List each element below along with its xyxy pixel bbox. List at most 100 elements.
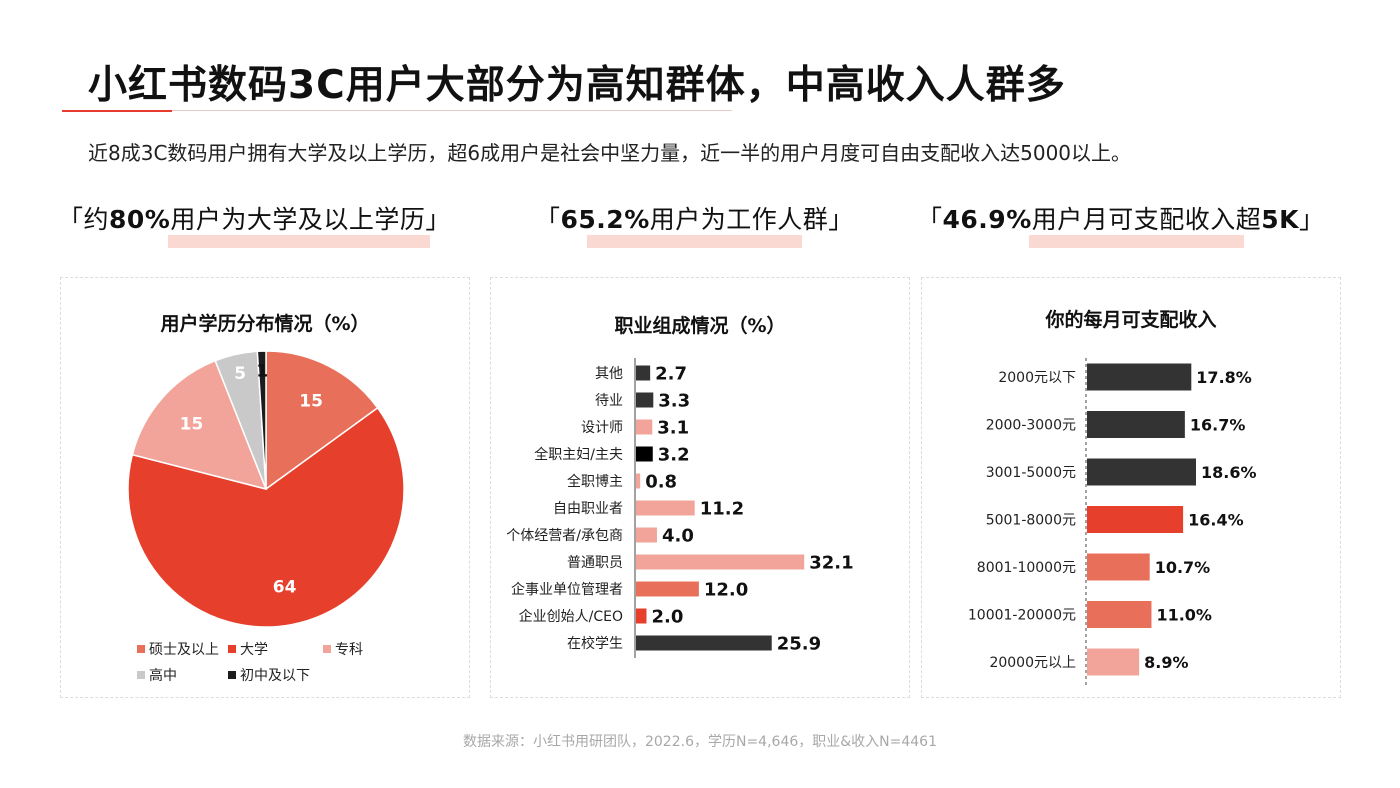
highlight-prefix: 「约	[58, 205, 110, 234]
category-label-6: 个体经营者/承包商	[506, 528, 623, 544]
bar-7	[636, 554, 805, 570]
data-label-6: 8.9%	[1144, 653, 1188, 672]
bar-4	[636, 473, 641, 489]
category-label-7: 普通职员	[567, 555, 623, 571]
bar-3	[1087, 506, 1184, 533]
highlight-suffix: 用户月可支配收入超	[1031, 205, 1262, 234]
data-label-0: 2.7	[655, 363, 687, 384]
legend-swatch-4	[228, 671, 236, 679]
pie-slice-1	[127, 406, 405, 628]
highlight-income: 「46.9%用户月可支配收入超5K」	[917, 200, 1325, 250]
highlight-underline	[168, 235, 430, 248]
highlight-value: 80%	[109, 205, 171, 234]
category-label-0: 2000元以下	[998, 370, 1076, 386]
bar-6	[636, 527, 657, 543]
data-label-0: 17.8%	[1196, 368, 1252, 387]
legend-label-2: 专科	[335, 642, 363, 658]
page-title: 小红书数码3C用户大部分为高知群体，中高收入人群多	[88, 63, 1066, 108]
bar-5	[1087, 601, 1152, 628]
bar-2	[636, 419, 653, 435]
bar-9	[636, 608, 647, 624]
data-label-1: 3.3	[658, 390, 690, 411]
pie-label-2: 15	[180, 414, 204, 434]
highlight-text: 「65.2%用户为工作人群」	[535, 200, 854, 236]
legend-swatch-1	[228, 645, 236, 653]
data-label-6: 4.0	[662, 525, 694, 546]
pie-slice-0	[265, 350, 379, 491]
bar-2	[1087, 458, 1196, 486]
legend-label-3: 高中	[149, 667, 177, 684]
category-label-8: 企事业单位管理者	[511, 581, 623, 598]
highlight-close: 」	[1299, 205, 1325, 234]
occupation-bar-chart: 其他 2.7 待业 3.3 设计师 3.1 全职主妇/主夫 3.2 全职博主 0.8 自由职业者 11…	[506, 358, 854, 658]
data-label-10: 25.9	[777, 633, 821, 654]
highlight-education: 「约80%用户为大学及以上学历」	[58, 200, 451, 250]
education-chart-panel: 用户学历分布情况（%） 15 64 15 5 1 硕士及以上 大学 专科高中 初中及以下	[60, 277, 470, 698]
data-label-4: 0.8	[645, 471, 677, 492]
page-subtitle: 近8成3C数码用户拥有大学及以上学历，超6成用户是社会中坚力量，近一半的用户月度…	[88, 141, 1132, 165]
highlight-prefix: 「	[917, 205, 943, 234]
pie-label-3: 5	[234, 364, 246, 384]
income-chart-panel: 你的每月可支配收入 2000元以下 17.8% 2000-3000元 16.7% 300…	[921, 277, 1341, 698]
highlight-prefix: 「	[535, 205, 561, 234]
legend-label-0: 硕士及以上	[149, 642, 219, 658]
legend-label-1: 大学	[240, 642, 268, 658]
highlight-text: 「46.9%用户月可支配收入超5K」	[917, 200, 1325, 236]
highlight-value: 46.9%	[942, 205, 1032, 234]
pie-slice-2	[131, 359, 268, 491]
bar-6	[1087, 648, 1140, 676]
highlight-value-2: 5K	[1261, 205, 1300, 234]
bar-10	[636, 635, 772, 651]
pie-slice-4	[256, 350, 267, 490]
pie-label-4: 1	[256, 361, 268, 381]
category-label-2: 设计师	[581, 420, 623, 436]
occupation-chart-panel: 职业组成情况（%） 其他 2.7 待业 3.3 设计师 3.1 全职主妇/主夫 3.2 全职博主…	[490, 277, 910, 698]
bar-1	[1087, 411, 1185, 438]
highlight-suffix: 用户为工作人群」	[649, 205, 854, 234]
data-label-7: 32.1	[809, 552, 853, 573]
category-label-1: 2000-3000元	[986, 418, 1076, 434]
highlight-underline	[587, 235, 802, 248]
education-chart-title: 用户学历分布情况（%）	[160, 313, 370, 335]
category-label-5: 10001-20000元	[968, 608, 1076, 624]
highlight-value: 65.2%	[560, 205, 650, 234]
title-underline-accent	[62, 110, 172, 112]
legend-swatch-2	[323, 645, 331, 653]
category-label-3: 5001-8000元	[986, 513, 1076, 529]
category-label-1: 待业	[595, 393, 623, 409]
pie-label-0: 15	[299, 391, 323, 411]
category-label-9: 企业创始人/CEO	[519, 608, 623, 625]
legend-swatch-3	[137, 671, 145, 679]
data-label-2: 3.1	[657, 417, 689, 438]
data-label-8: 12.0	[704, 579, 748, 600]
data-label-5: 11.2	[700, 498, 744, 519]
highlight-suffix: 用户为大学及以上学历」	[170, 205, 451, 234]
title-underline	[172, 110, 732, 111]
data-label-5: 11.0%	[1156, 605, 1212, 624]
pie-label-1: 64	[273, 578, 297, 598]
category-label-4: 全职博主	[567, 473, 623, 490]
highlight-underline	[1029, 235, 1244, 248]
category-label-0: 其他	[595, 366, 623, 382]
data-label-2: 18.6%	[1201, 463, 1257, 482]
bar-0	[636, 365, 651, 381]
category-label-5: 自由职业者	[553, 501, 623, 517]
category-label-3: 全职主妇/主夫	[534, 446, 623, 463]
bar-1	[636, 392, 654, 408]
data-label-1: 16.7%	[1190, 415, 1246, 434]
category-label-10: 在校学生	[567, 635, 623, 652]
bar-5	[636, 500, 695, 516]
data-label-3: 16.4%	[1188, 510, 1244, 529]
highlight-text: 「约80%用户为大学及以上学历」	[58, 200, 451, 236]
data-label-9: 2.0	[651, 606, 683, 627]
bar-8	[636, 581, 699, 597]
data-source-note: 数据来源：小红书用研团队，2022.6，学历N=4,646，职业&收入N=446…	[462, 734, 938, 750]
legend-label-4: 初中及以下	[240, 667, 310, 684]
bar-3	[636, 446, 653, 462]
legend-swatch-0	[137, 645, 145, 653]
data-label-3: 3.2	[658, 444, 690, 465]
category-label-2: 3001-5000元	[986, 465, 1076, 481]
income-bar-chart: 2000元以下 17.8% 2000-3000元 16.7% 3001-5000元 18.…	[968, 358, 1257, 688]
highlight-occupation: 「65.2%用户为工作人群」	[535, 200, 854, 250]
